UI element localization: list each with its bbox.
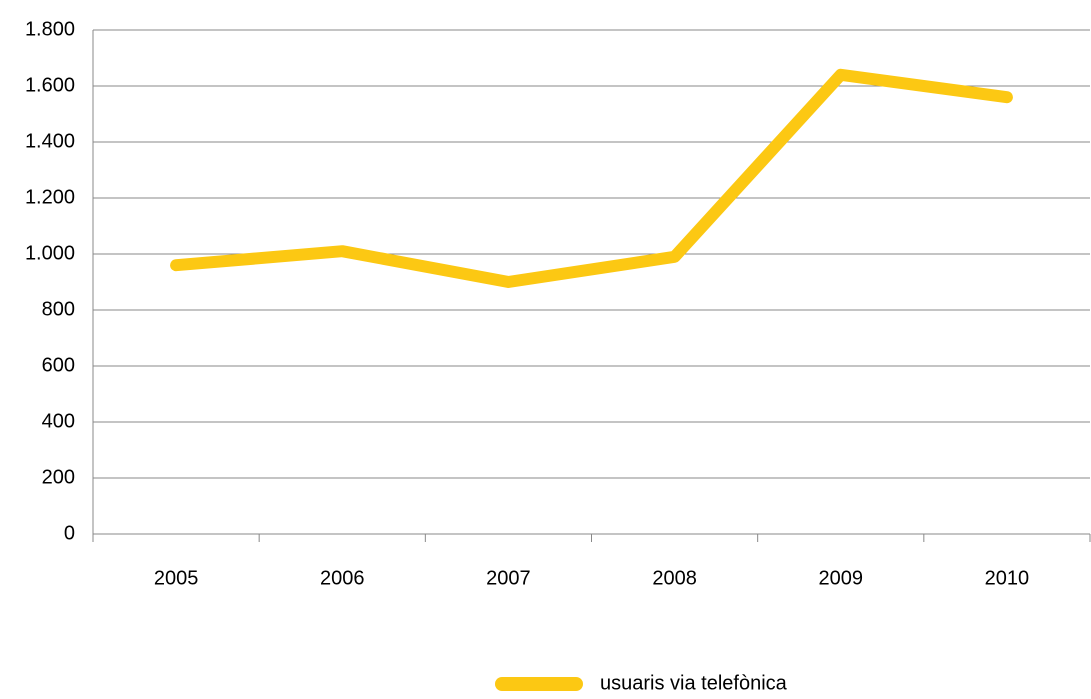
- y-tick-label: 400: [42, 410, 75, 432]
- y-tick-label: 1.200: [25, 186, 75, 208]
- y-tick-label: 1.400: [25, 130, 75, 152]
- y-tick-label: 1.800: [25, 18, 75, 40]
- y-tick-label: 200: [42, 466, 75, 488]
- legend-label: usuaris via telefònica: [600, 672, 788, 694]
- x-tick-label: 2005: [154, 567, 199, 589]
- x-tick-label: 2006: [320, 567, 365, 589]
- y-tick-label: 600: [42, 354, 75, 376]
- y-tick-label: 1.600: [25, 74, 75, 96]
- x-tick-label: 2007: [486, 567, 531, 589]
- x-tick-label: 2010: [985, 567, 1030, 589]
- y-tick-label: 0: [64, 522, 75, 544]
- y-tick-label: 800: [42, 298, 75, 320]
- line: [170, 68, 1013, 288]
- x-tick-label: 2009: [819, 567, 864, 589]
- y-tick-label: 1.000: [25, 242, 75, 264]
- x-tick-label: 2008: [652, 567, 697, 589]
